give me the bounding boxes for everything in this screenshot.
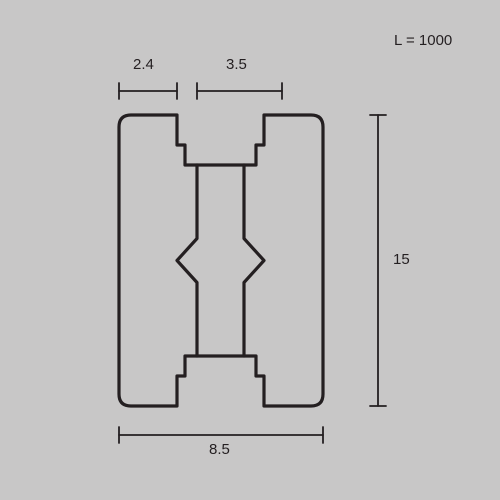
dim-top-right-value: 3.5 bbox=[226, 56, 247, 73]
dim-top-left-value: 2.4 bbox=[133, 56, 154, 73]
dim-bottom-value: 8.5 bbox=[209, 441, 230, 458]
length-note: L = 1000 bbox=[394, 32, 452, 49]
dim-right-value: 15 bbox=[393, 251, 410, 268]
